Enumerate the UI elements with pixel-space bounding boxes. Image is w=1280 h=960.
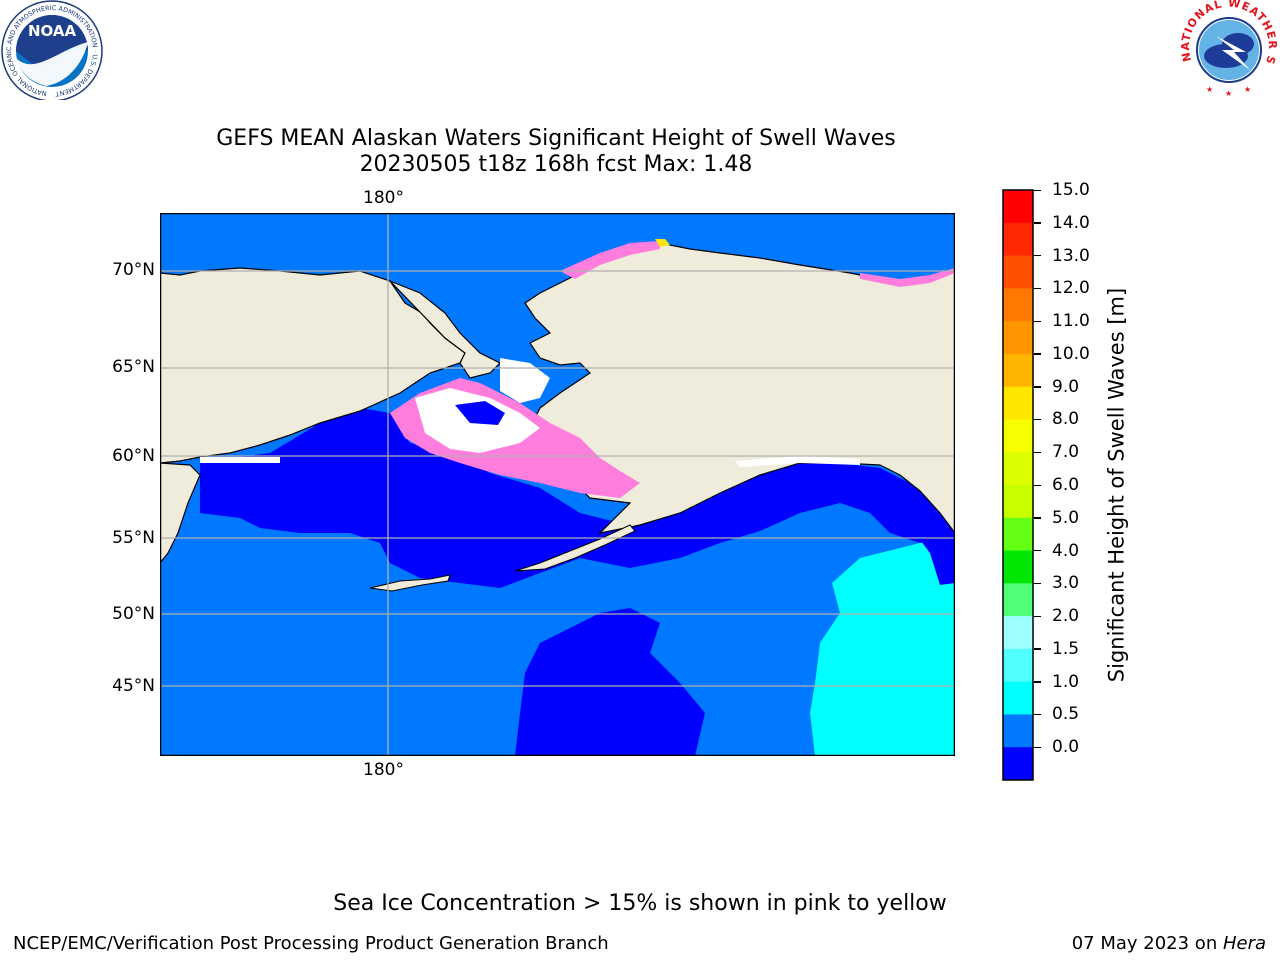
colorbar-segment bbox=[1003, 255, 1033, 289]
colorbar bbox=[1002, 189, 1034, 781]
lat-label-65: 65°N bbox=[112, 357, 155, 377]
footer-credit: NCEP/EMC/Verification Post Processing Pr… bbox=[13, 933, 609, 954]
colorbar-tick-mark bbox=[1034, 451, 1041, 454]
colorbar-tick-mark bbox=[1034, 746, 1041, 749]
swell-low-region-gulf bbox=[900, 513, 955, 585]
colorbar-frame bbox=[1002, 189, 1034, 781]
swell-low-region-bering bbox=[200, 408, 955, 588]
colorbar-tick-mark bbox=[1034, 287, 1041, 290]
colorbar-tick-label: 1.0 bbox=[1052, 671, 1080, 692]
svg-text:★: ★ bbox=[1244, 85, 1251, 94]
colorbar-tick-mark bbox=[1034, 222, 1041, 224]
chart-title: GEFS MEAN Alaskan Waters Significant Hei… bbox=[216, 126, 896, 151]
colorbar-tick-mark bbox=[1034, 550, 1041, 552]
colorbar-segment bbox=[1003, 321, 1033, 355]
colorbar-tick-mark bbox=[1034, 353, 1041, 355]
colorbar-segment bbox=[1003, 714, 1033, 748]
colorbar-tick-label: 0.5 bbox=[1052, 704, 1080, 725]
sea-ice-region-beaufort bbox=[860, 268, 955, 287]
colorbar-segment bbox=[1003, 190, 1033, 224]
swell-high-region bbox=[810, 533, 955, 756]
footer-date: 07 May 2023 on Hera bbox=[1072, 933, 1266, 954]
svg-text:★: ★ bbox=[1225, 89, 1232, 98]
colorbar-tick-label: 5.0 bbox=[1052, 507, 1080, 528]
colorbar-tick-mark bbox=[1034, 320, 1041, 322]
nws-logo: NATIONAL WEATHER SERVICE ★ ★ ★ bbox=[1178, 0, 1278, 98]
sea-ice-yellow-chukchi bbox=[655, 239, 670, 247]
colorbar-segment bbox=[1003, 386, 1033, 420]
colorbar-tick-mark bbox=[1034, 517, 1041, 519]
colorbar-segment bbox=[1003, 419, 1033, 453]
colorbar-tick-label: 10.0 bbox=[1052, 343, 1090, 364]
colorbar-tick-mark bbox=[1034, 484, 1041, 486]
top-lon-label: 180° bbox=[363, 188, 404, 208]
noaa-logo-text: NOAA bbox=[28, 22, 77, 40]
colorbar-segment bbox=[1003, 288, 1033, 322]
colorbar-tick-label: 9.0 bbox=[1052, 376, 1080, 397]
noaa-logo: NATIONAL OCEANIC AND ATMOSPHERIC ADMINIS… bbox=[0, 0, 103, 100]
colorbar-tick-mark bbox=[1034, 418, 1041, 421]
ice-white-strip bbox=[200, 457, 280, 463]
footer-date-text: 07 May 2023 on bbox=[1071, 933, 1223, 954]
colorbar-tick-mark bbox=[1034, 255, 1041, 257]
colorbar-tick-mark bbox=[1034, 386, 1041, 388]
colorbar-tick-label: 3.0 bbox=[1052, 573, 1080, 594]
colorbar-segment bbox=[1003, 353, 1033, 388]
colorbar-tick-label: 7.0 bbox=[1052, 442, 1080, 463]
svg-text:★: ★ bbox=[1206, 85, 1213, 94]
sea-ice-white-cook bbox=[735, 456, 860, 467]
colorbar-tick-label: 8.0 bbox=[1052, 409, 1080, 430]
colorbar-segment bbox=[1003, 583, 1033, 617]
colorbar-tick-label: 0.0 bbox=[1052, 737, 1080, 758]
colorbar-segment bbox=[1003, 517, 1033, 552]
map-frame bbox=[160, 213, 955, 756]
land-aleutians bbox=[369, 574, 451, 592]
swell-map bbox=[160, 213, 955, 756]
colorbar-segment bbox=[1003, 222, 1033, 257]
colorbar-tick-label: 6.0 bbox=[1052, 475, 1080, 495]
lat-label-45: 45°N bbox=[112, 676, 155, 696]
colorbar-tick-mark bbox=[1034, 713, 1041, 716]
colorbar-segment bbox=[1003, 485, 1033, 519]
land-aleutians-east bbox=[514, 524, 636, 572]
colorbar-segment bbox=[1003, 616, 1033, 650]
colorbar-tick-label: 2.0 bbox=[1052, 606, 1080, 627]
colorbar-tick-label: 1.5 bbox=[1052, 638, 1080, 659]
colorbar-segment bbox=[1003, 550, 1033, 584]
colorbar-label: Significant Height of Swell Waves [m] bbox=[1104, 287, 1129, 683]
colorbar-tick-label: 14.0 bbox=[1052, 212, 1090, 233]
sea-ice-white-norton bbox=[500, 358, 550, 403]
colorbar-tick-mark bbox=[1034, 189, 1041, 191]
colorbar-segment bbox=[1003, 747, 1033, 781]
colorbar-tick-mark bbox=[1034, 648, 1041, 650]
colorbar-segment bbox=[1003, 681, 1033, 715]
graticule bbox=[160, 213, 955, 756]
ice-lake bbox=[455, 401, 505, 425]
colorbar-tick-mark bbox=[1034, 615, 1041, 617]
colorbar-tick-label: 13.0 bbox=[1052, 245, 1090, 266]
colorbar-segment bbox=[1003, 648, 1033, 683]
sea-ice-region-chukchi bbox=[560, 241, 660, 279]
swell-low-region-south bbox=[515, 608, 705, 756]
colorbar-tick-label: 4.0 bbox=[1052, 540, 1080, 561]
colorbar-tick-label: 11.0 bbox=[1052, 311, 1090, 332]
footer-host: Hera bbox=[1222, 933, 1266, 954]
sea-ice-note: Sea Ice Concentration > 15% is shown in … bbox=[333, 891, 947, 916]
colorbar-tick-mark bbox=[1034, 681, 1041, 683]
colorbar-tick-label: 15.0 bbox=[1052, 180, 1090, 200]
colorbar-tick-mark bbox=[1034, 582, 1041, 585]
bottom-lon-label: 180° bbox=[363, 760, 404, 780]
colorbar-tick-label: 12.0 bbox=[1052, 278, 1090, 299]
colorbar-segment bbox=[1003, 452, 1033, 486]
lat-label-70: 70°N bbox=[112, 260, 155, 280]
lat-label-60: 60°N bbox=[112, 446, 155, 466]
lat-label-55: 55°N bbox=[112, 528, 155, 548]
chart-subtitle: 20230505 t18z 168h fcst Max: 1.48 bbox=[359, 152, 753, 177]
lat-label-50: 50°N bbox=[112, 604, 155, 624]
